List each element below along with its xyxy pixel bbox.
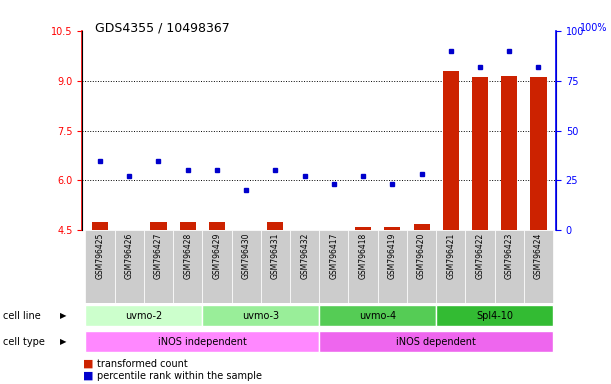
Bar (320, 305, 436, 326)
Text: GSM796429: GSM796429 (213, 233, 221, 279)
Text: transformed count: transformed count (97, 359, 188, 369)
Bar (261, 230, 290, 303)
Bar (290, 230, 320, 303)
Text: GSM796417: GSM796417 (329, 233, 338, 279)
Bar (524, 230, 553, 303)
Bar (232, 230, 261, 303)
Text: cell line: cell line (3, 311, 41, 321)
Bar (144, 230, 173, 303)
Bar (180, 222, 196, 230)
Text: ▶: ▶ (60, 337, 67, 346)
Text: GDS4355 / 10498367: GDS4355 / 10498367 (95, 21, 230, 34)
Text: GSM796420: GSM796420 (417, 233, 426, 279)
Text: GSM796427: GSM796427 (154, 233, 163, 279)
Bar (355, 227, 371, 230)
Bar (320, 230, 348, 303)
Text: GSM796432: GSM796432 (300, 233, 309, 279)
Text: uvmo-3: uvmo-3 (242, 311, 279, 321)
Bar (407, 230, 436, 303)
Bar (86, 331, 320, 352)
Y-axis label: 100%: 100% (580, 23, 608, 33)
Bar (150, 222, 167, 230)
Bar (384, 227, 400, 230)
Text: GSM796424: GSM796424 (534, 233, 543, 279)
Text: iNOS independent: iNOS independent (158, 336, 247, 347)
Text: ■: ■ (82, 371, 93, 381)
Text: ▶: ▶ (60, 311, 67, 320)
Text: GSM796419: GSM796419 (388, 233, 397, 279)
Bar (86, 305, 202, 326)
Bar (268, 222, 284, 230)
Text: GSM796425: GSM796425 (95, 233, 104, 279)
Bar (466, 230, 495, 303)
Text: GSM796422: GSM796422 (475, 233, 485, 279)
Bar (348, 230, 378, 303)
Text: GSM796418: GSM796418 (359, 233, 368, 279)
Text: GSM796423: GSM796423 (505, 233, 514, 279)
Text: Spl4-10: Spl4-10 (476, 311, 513, 321)
Text: GSM796421: GSM796421 (446, 233, 455, 279)
Bar (209, 222, 225, 230)
Bar (115, 230, 144, 303)
Bar (202, 230, 232, 303)
Text: percentile rank within the sample: percentile rank within the sample (97, 371, 262, 381)
Bar (530, 77, 546, 230)
Bar (173, 230, 202, 303)
Bar (501, 76, 518, 230)
Text: GSM796426: GSM796426 (125, 233, 134, 279)
Bar (320, 331, 553, 352)
Bar (414, 224, 430, 230)
Text: GSM796431: GSM796431 (271, 233, 280, 279)
Bar (472, 77, 488, 230)
Bar (92, 222, 108, 230)
Text: ■: ■ (82, 359, 93, 369)
Bar (86, 230, 115, 303)
Bar (443, 71, 459, 230)
Text: cell type: cell type (3, 337, 45, 347)
Bar (436, 305, 553, 326)
Text: uvmo-4: uvmo-4 (359, 311, 397, 321)
Text: GSM796428: GSM796428 (183, 233, 192, 279)
Bar (495, 230, 524, 303)
Bar (436, 230, 466, 303)
Bar (378, 230, 407, 303)
Text: GSM796430: GSM796430 (242, 233, 251, 279)
Bar (202, 305, 320, 326)
Text: iNOS dependent: iNOS dependent (396, 336, 476, 347)
Text: uvmo-2: uvmo-2 (125, 311, 163, 321)
